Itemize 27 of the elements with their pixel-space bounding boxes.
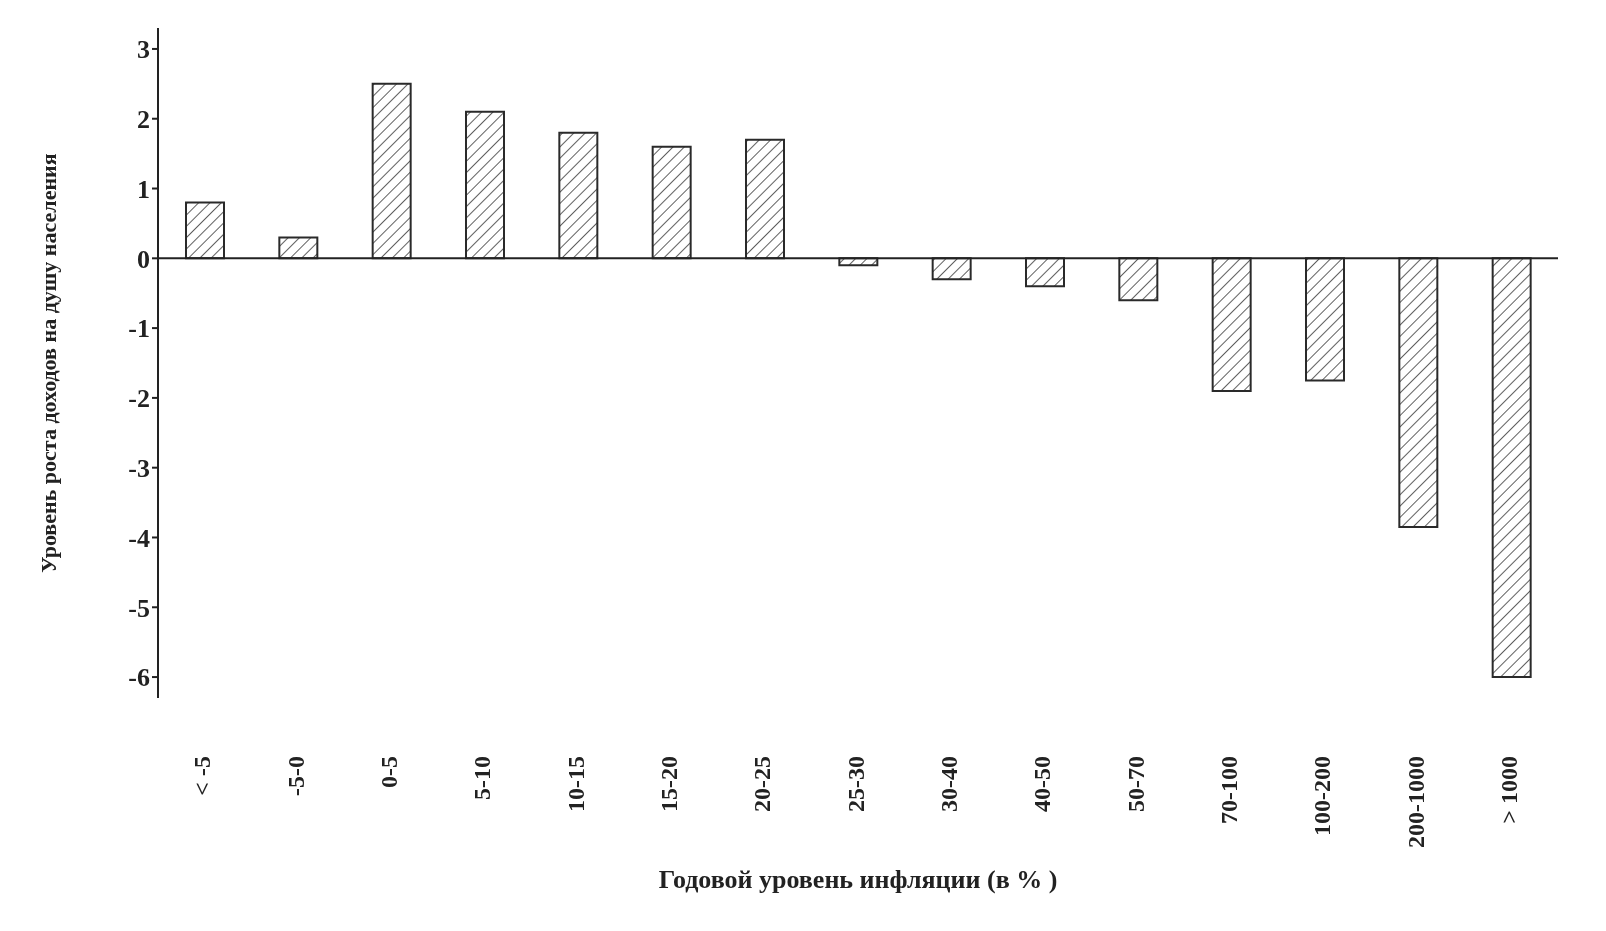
x-tick-label: -5-0 — [282, 756, 309, 796]
y-tick-label: -2 — [128, 384, 150, 414]
y-tick-label: -4 — [128, 523, 150, 553]
y-tick-label: 0 — [137, 244, 150, 274]
x-tick-label: 25-30 — [842, 756, 869, 812]
x-tick-label: 15-20 — [655, 756, 682, 812]
x-tick-label: 5-10 — [469, 756, 496, 800]
y-tick-label: -3 — [128, 453, 150, 483]
y-tick-label: -6 — [128, 663, 150, 693]
x-tick-label: 100-200 — [1309, 756, 1336, 836]
x-axis-title: Годовой уровень инфляции (в % ) — [658, 865, 1058, 894]
x-tick-label: 30-40 — [935, 756, 962, 812]
x-tick-label: 40-50 — [1029, 756, 1056, 812]
x-tick-label: 20-25 — [749, 756, 776, 812]
y-tick-label: 3 — [137, 35, 150, 65]
y-axis-title: Уровень роста доходов на душу населения — [35, 153, 61, 573]
y-tick-label: -1 — [128, 314, 150, 344]
x-tick-label: 50-70 — [1122, 756, 1149, 812]
x-tick-label: < -5 — [189, 756, 216, 796]
x-tick-label: 0-5 — [375, 756, 402, 788]
x-tick-label: 70-100 — [1215, 756, 1242, 824]
x-tick-label: 10-15 — [562, 756, 589, 812]
y-tick-label: 2 — [137, 104, 150, 134]
x-tick-label: > 1000 — [1495, 756, 1522, 824]
y-tick-label: -5 — [128, 593, 150, 623]
y-tick-label: 1 — [137, 174, 150, 204]
x-tick-label: 200-1000 — [1402, 756, 1429, 848]
